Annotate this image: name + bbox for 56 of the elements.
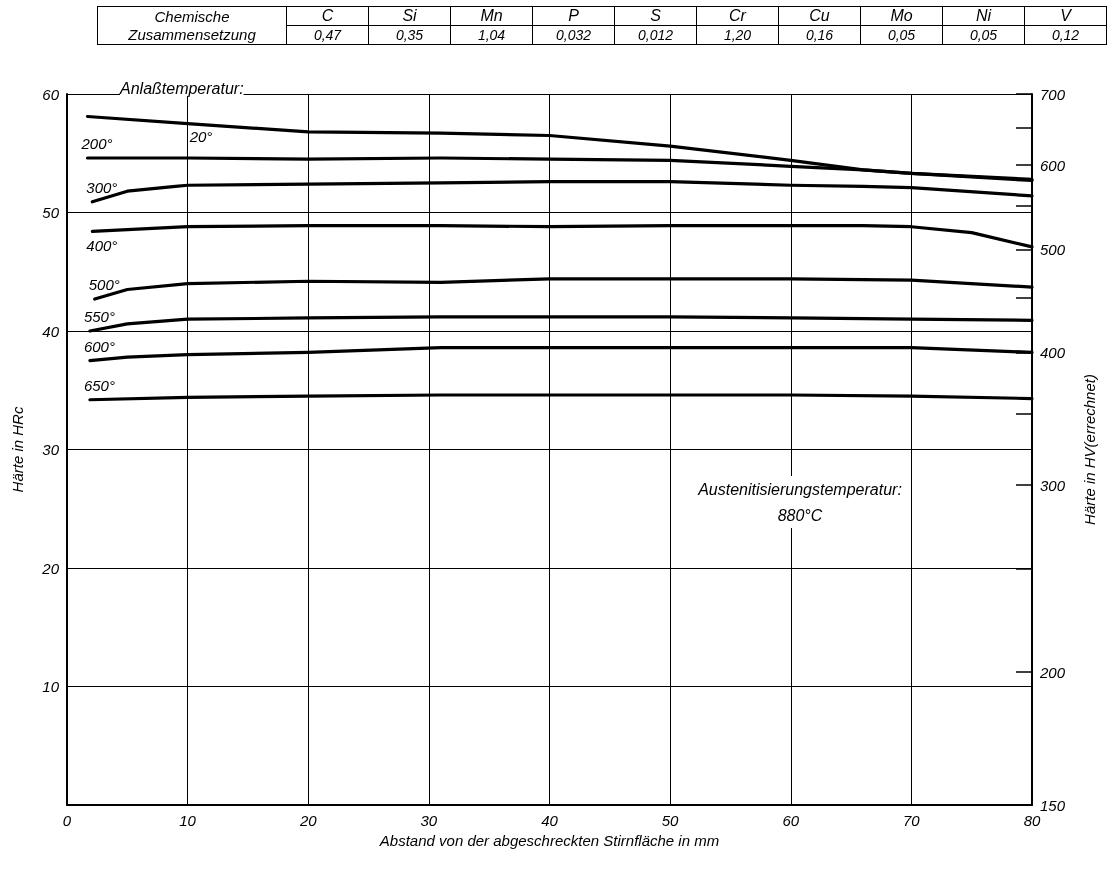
series-label: 550° bbox=[83, 308, 115, 325]
y2-tick-label: 400 bbox=[1040, 343, 1066, 361]
series-label: 20° bbox=[188, 127, 213, 145]
x-tick-label: 60 bbox=[782, 812, 800, 829]
category-label: Cr bbox=[696, 6, 779, 26]
text: 0,032 bbox=[555, 27, 592, 43]
series-label: 500° bbox=[88, 276, 120, 294]
text: 0,47 bbox=[313, 27, 342, 43]
category-label: Cu bbox=[778, 6, 861, 26]
text: 0,35 bbox=[395, 27, 424, 43]
y2-tick-label: 700 bbox=[1040, 85, 1066, 103]
series-label: 400° bbox=[86, 237, 118, 255]
category-label: C bbox=[286, 6, 369, 26]
series-label: 300° bbox=[86, 178, 118, 196]
x-tick-label: 80 bbox=[1023, 812, 1041, 829]
y2-tick-label: 200 bbox=[1039, 663, 1066, 681]
text: 0,012 bbox=[637, 27, 674, 43]
y2-tick-label: 500 bbox=[1040, 240, 1066, 258]
category-label: S bbox=[614, 6, 697, 26]
text: 0,16 bbox=[805, 27, 834, 43]
category-label: Mn bbox=[450, 6, 533, 26]
x-tick-label: 10 bbox=[179, 812, 197, 829]
x-tick-label: 30 bbox=[420, 812, 438, 829]
x-tick-label: 40 bbox=[541, 812, 559, 829]
text: 0,05 bbox=[969, 27, 998, 43]
y2-tick-label: 300 bbox=[1040, 476, 1066, 494]
category-label: P bbox=[532, 6, 615, 26]
category-label: V bbox=[1024, 6, 1107, 26]
x-tick-label: 70 bbox=[903, 812, 921, 829]
text: 0,05 bbox=[887, 27, 916, 43]
text: 1,04 bbox=[477, 27, 506, 43]
y2-tick-label: 600 bbox=[1040, 156, 1066, 174]
category-label: Mo bbox=[860, 6, 943, 26]
y-tick-label: 30 bbox=[42, 441, 60, 458]
y-tick-label: 20 bbox=[41, 559, 60, 577]
text: 0,12 bbox=[1051, 27, 1080, 43]
series-label: 600° bbox=[83, 337, 115, 355]
text: Chemische Zusammensetzung bbox=[97, 6, 287, 45]
y-tick-label: 10 bbox=[42, 678, 60, 695]
text: 1,20 bbox=[723, 27, 752, 43]
x-tick-label: 0 bbox=[62, 812, 72, 829]
category-label: Si bbox=[368, 6, 451, 26]
category-label: Ni bbox=[942, 6, 1025, 26]
y2-axis-title: Härte in HV(errechnet) bbox=[1081, 374, 1098, 525]
y-axis-title: Härte in HRc bbox=[9, 406, 26, 493]
series-label: 650° bbox=[83, 376, 115, 394]
y-tick-label: 50 bbox=[42, 204, 60, 221]
x-tick-label: 20 bbox=[298, 812, 318, 829]
series-label: 200° bbox=[80, 134, 113, 152]
annotation: Austenitisierungstemperatur: 880°C bbox=[697, 480, 902, 524]
y-tick-label: 40 bbox=[42, 322, 60, 340]
y2-tick-label: 150 bbox=[1040, 796, 1066, 814]
y-tick-label: 60 bbox=[42, 85, 60, 103]
annotation: Anlaßtemperatur: bbox=[119, 79, 244, 97]
x-axis-title: Abstand von der abgeschreckten Stirnfläche in mm bbox=[378, 831, 720, 849]
x-tick-label: 50 bbox=[661, 812, 680, 829]
